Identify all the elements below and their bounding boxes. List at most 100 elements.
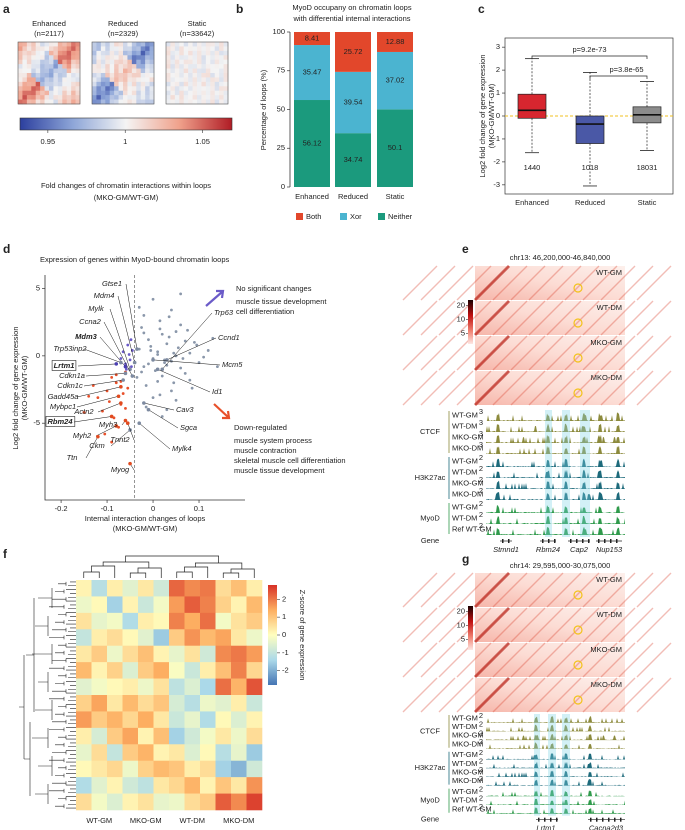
loop-marker <box>573 695 583 705</box>
heatmap-cell <box>49 46 54 52</box>
point <box>172 381 176 385</box>
heatmap-cell <box>215 793 232 811</box>
heatmap-cell <box>223 95 229 100</box>
heatmap-cell <box>140 55 146 61</box>
heatmap-cell <box>184 629 201 647</box>
heatmap-cell <box>174 50 180 56</box>
heatmap-cell <box>127 59 133 65</box>
heatmap-cell <box>66 86 72 92</box>
track-label: WT-DM <box>452 467 477 476</box>
heatmap-cell <box>26 81 32 87</box>
heatmap-cell <box>210 50 216 56</box>
heatmap-cell <box>35 64 41 69</box>
value-label: 25.72 <box>344 47 363 56</box>
heatmap-cell <box>118 77 124 83</box>
signal-track <box>486 458 625 467</box>
heatmap-cell <box>192 64 198 69</box>
heatmap-cell <box>214 68 220 74</box>
point <box>190 386 194 390</box>
hic-label: WT-GM <box>596 268 622 277</box>
heatmap-cell <box>179 99 185 105</box>
gene-point <box>132 360 137 365</box>
heatmap-cell <box>92 50 97 56</box>
heatmap-cell <box>183 55 189 61</box>
track-label: MKO-GM <box>452 478 484 487</box>
heatmap-cell <box>174 86 180 92</box>
heatmap-cell <box>183 68 189 74</box>
y-tick-label: -1 <box>493 134 500 143</box>
heatmap-cell <box>75 59 81 65</box>
signal-track <box>486 789 625 797</box>
gene-point <box>114 424 119 428</box>
group-label: MyoD <box>420 796 440 805</box>
heatmap-cell <box>169 695 185 712</box>
colorbar-tick-label: 0 <box>282 630 286 639</box>
heatmap-cell <box>122 662 139 679</box>
heatmap-cell <box>107 596 123 614</box>
heatmap-cell <box>122 760 139 778</box>
heatmap-cell <box>169 793 185 811</box>
point <box>142 365 146 369</box>
heatmap-cell <box>166 73 171 78</box>
heatmap-cell <box>96 68 102 74</box>
heatmap-cell <box>91 777 108 794</box>
gene-label: Gadd45a <box>48 392 79 401</box>
track-label: WT-DM <box>452 421 477 430</box>
heatmap-cell <box>127 64 133 69</box>
heatmap-cell <box>183 95 189 100</box>
heatmap-cell <box>210 68 216 74</box>
heatmap-cell <box>179 86 185 92</box>
heatmap-cell <box>53 99 59 105</box>
heatmap-cell <box>246 596 263 614</box>
heatmap-cell <box>197 99 202 105</box>
heatmap-cell <box>153 580 170 597</box>
gene-point <box>142 401 146 405</box>
heatmap-cell <box>57 90 63 96</box>
leader <box>157 369 211 393</box>
heatmap-cell <box>35 95 41 100</box>
heatmap-cell <box>184 580 201 597</box>
point <box>142 314 146 317</box>
heatmap-cell <box>205 81 211 87</box>
signal-track <box>486 423 625 432</box>
colorbar-tick-label: -1 <box>282 648 289 657</box>
exon <box>544 817 546 822</box>
heatmap-cell <box>66 95 72 100</box>
heatmap-cell <box>57 64 63 69</box>
track-label: Ref WT-GM <box>452 804 492 813</box>
heatmap-cell <box>166 68 171 74</box>
track-scale: 2 <box>479 720 483 729</box>
leader <box>83 379 124 387</box>
heatmap-cell <box>92 46 97 52</box>
point <box>188 351 192 355</box>
heatmap-cell <box>123 86 128 92</box>
gene-point <box>123 371 128 376</box>
track-label: MKO-GM <box>452 731 484 740</box>
heatmap-cell <box>215 662 232 679</box>
heatmap-cell <box>18 99 23 105</box>
heatmap-cell <box>40 46 45 52</box>
heatmap-cell <box>122 678 139 696</box>
y-tick-label: 25 <box>277 143 285 152</box>
heatmap-cell <box>184 612 201 630</box>
heatmap-cell <box>136 95 142 100</box>
heatmap-cell <box>223 90 229 96</box>
bar-segment <box>377 109 413 187</box>
point <box>129 338 133 342</box>
heatmap-cell <box>184 793 201 811</box>
heatmap-cell <box>49 81 54 87</box>
heatmap-cell <box>75 99 81 105</box>
heatmap-cell <box>149 59 155 65</box>
heatmap-cell <box>66 55 72 61</box>
bar-segment <box>294 32 330 46</box>
signal-track <box>486 798 625 805</box>
heatmap-cell <box>26 86 32 92</box>
heatmap-cell <box>184 744 201 762</box>
axes <box>44 275 245 501</box>
heatmap-cell <box>118 86 124 92</box>
heatmap-cell <box>62 86 68 92</box>
point <box>126 343 130 347</box>
heatmap-cell <box>114 90 119 96</box>
gene-label: Rbm24 <box>47 417 73 426</box>
panel-letter: a <box>3 2 10 16</box>
